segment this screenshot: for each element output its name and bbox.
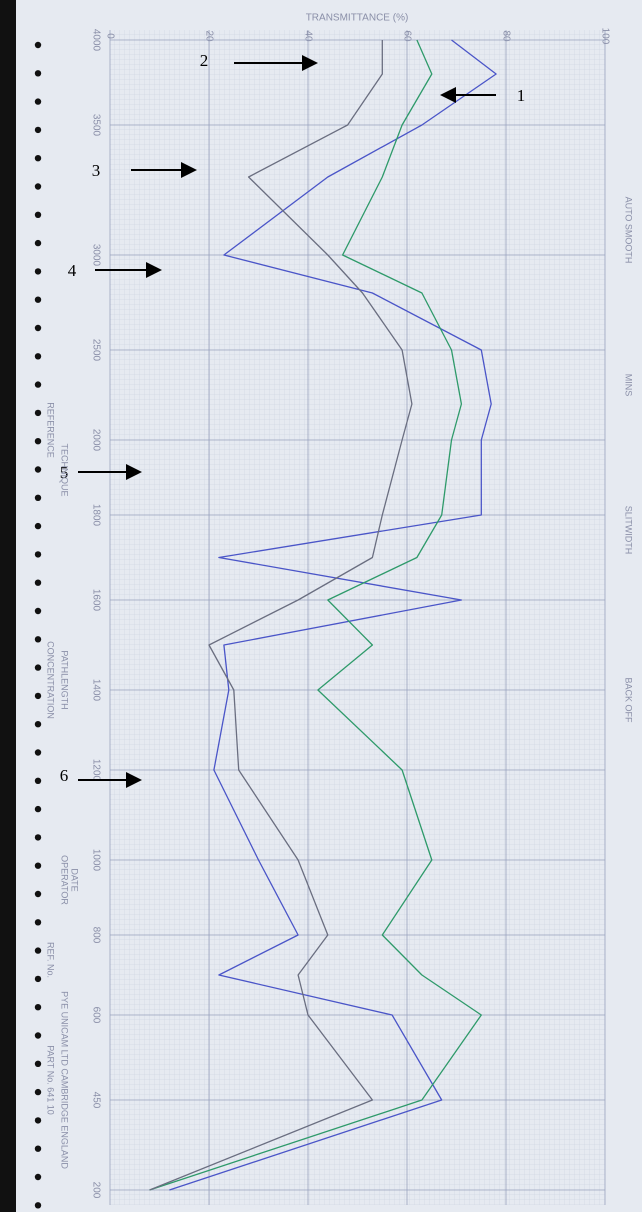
tick-label: 100: [599, 28, 610, 45]
hole: [35, 778, 41, 784]
tick-label: 1600: [90, 589, 101, 612]
hole: [35, 1117, 41, 1123]
hole: [35, 42, 41, 48]
tick-label: 200: [90, 1182, 101, 1199]
annotation-label: 1: [517, 86, 526, 105]
hole: [35, 353, 41, 359]
tick-label: 600: [90, 1007, 101, 1024]
hole: [35, 155, 41, 161]
form-label: DATE: [70, 868, 80, 891]
hole: [35, 325, 41, 331]
hole: [35, 70, 41, 76]
hole: [35, 183, 41, 189]
chart-grid-paper: [110, 30, 605, 1205]
hole: [35, 523, 41, 529]
scanned-spectrum: 0204060801004000350030002500200018001600…: [0, 0, 642, 1212]
tick-label: 3000: [90, 244, 101, 267]
hole: [35, 495, 41, 501]
tick-label: 1000: [90, 849, 101, 872]
form-label: SLITWIDTH: [624, 506, 634, 555]
hole: [35, 891, 41, 897]
tick-label: 1800: [90, 504, 101, 527]
hole: [35, 1202, 41, 1208]
form-label: PART No. 641 10: [46, 1045, 56, 1115]
hole: [35, 410, 41, 416]
hole: [35, 580, 41, 586]
form-label: BACK OFF: [624, 677, 634, 723]
form-label: CONCENTRATION: [46, 641, 56, 719]
hole: [35, 381, 41, 387]
tick-label: 1200: [90, 759, 101, 782]
hole: [35, 1061, 41, 1067]
scan-edge: [0, 0, 16, 1212]
form-label: REFERENCE: [46, 402, 56, 458]
tick-label: 800: [90, 927, 101, 944]
annotation-label: 4: [68, 261, 77, 280]
annotation-label: 6: [60, 766, 69, 785]
hole: [35, 1146, 41, 1152]
tick-label: 2500: [90, 339, 101, 362]
hole: [35, 551, 41, 557]
annotation-label: 3: [92, 161, 101, 180]
hole: [35, 806, 41, 812]
hole: [35, 212, 41, 218]
hole: [35, 863, 41, 869]
tick-label: 2000: [90, 429, 101, 452]
hole: [35, 98, 41, 104]
hole: [35, 1089, 41, 1095]
hole: [35, 438, 41, 444]
hole: [35, 608, 41, 614]
hole: [35, 127, 41, 133]
hole: [35, 976, 41, 982]
hole: [35, 240, 41, 246]
form-label: PYE UNICAM LTD CAMBRIDGE ENGLAND: [60, 991, 70, 1169]
form-label: AUTO SMOOTH: [624, 197, 634, 264]
hole: [35, 1004, 41, 1010]
hole: [35, 693, 41, 699]
hole: [35, 297, 41, 303]
form-label: REF. No.: [46, 942, 56, 978]
form-label: PATHLENGTH: [60, 650, 70, 709]
hole: [35, 1032, 41, 1038]
hole: [35, 1174, 41, 1180]
hole: [35, 749, 41, 755]
form-label: OPERATOR: [60, 855, 70, 905]
annotation-label: 2: [200, 51, 209, 70]
tick-label: 4000: [90, 29, 101, 52]
form-label: TECHNIQUE: [60, 443, 70, 496]
hole: [35, 636, 41, 642]
hole: [35, 721, 41, 727]
tick-label: 0: [104, 33, 115, 39]
tick-label: 450: [90, 1092, 101, 1109]
hole: [35, 834, 41, 840]
tick-label: 1400: [90, 679, 101, 702]
tick-label: 3500: [90, 114, 101, 137]
axis-title: TRANSMITTANCE (%): [306, 13, 409, 24]
hole: [35, 268, 41, 274]
hole: [35, 947, 41, 953]
hole: [35, 919, 41, 925]
form-label: MINS: [624, 374, 634, 397]
hole: [35, 664, 41, 670]
hole: [35, 466, 41, 472]
